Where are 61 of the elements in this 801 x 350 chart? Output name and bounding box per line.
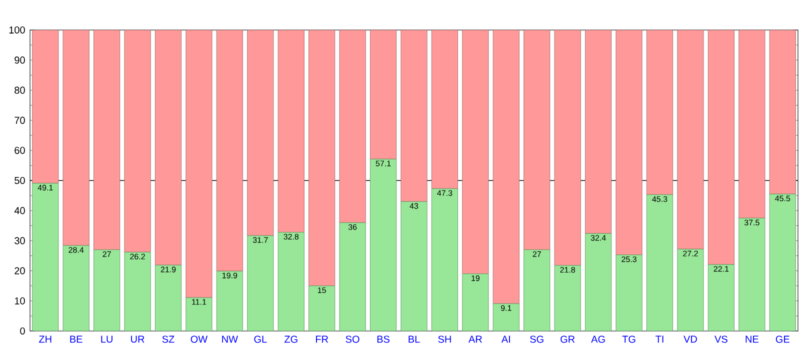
data-label: 32.8 (284, 234, 299, 240)
y-tick-label: 80 (14, 86, 25, 94)
data-label: 21.9 (160, 266, 176, 272)
x-tick-label: VS (714, 336, 728, 343)
x-tick-label: SZ (162, 336, 174, 343)
data-label: 27.2 (683, 250, 698, 256)
data-label: 22.1 (714, 266, 729, 272)
x-tick-label: SO (346, 336, 360, 343)
y-tick-label: 30 (14, 237, 25, 244)
data-label: 11.1 (192, 299, 206, 305)
data-label: 49.1 (38, 184, 53, 190)
data-label: 19.9 (222, 272, 238, 278)
x-tick-label: OW (190, 336, 208, 343)
x-tick-label: GL (254, 336, 267, 343)
x-tick-label: AR (468, 336, 482, 343)
y-tick-label: 100 (9, 26, 25, 34)
data-label: 45.3 (652, 196, 668, 202)
x-tick-label: SH (438, 336, 451, 343)
y-tick-label: 40 (14, 207, 25, 214)
y-tick-label: 70 (14, 116, 25, 124)
y-tick-label: 90 (14, 56, 25, 64)
data-label: 26.2 (130, 254, 145, 260)
data-label: 25.3 (622, 256, 636, 262)
x-tick-label: UR (131, 336, 144, 343)
x-tick-label: ZH (39, 336, 52, 343)
data-label: 28.4 (68, 247, 84, 253)
x-tick-label: BS (377, 336, 390, 343)
x-tick-label: AG (591, 336, 605, 343)
data-label: 9.1 (500, 305, 512, 311)
data-label: 43 (410, 203, 418, 209)
x-tick-label: TI (656, 336, 664, 343)
y-tick-label: 0 (20, 327, 25, 335)
data-label: 36 (348, 224, 357, 230)
y-tick-label: 10 (14, 297, 25, 304)
data-label: 19 (472, 275, 480, 282)
data-label: 37.5 (744, 220, 760, 226)
x-tick-label: TG (622, 336, 636, 343)
data-label: 31.7 (252, 237, 268, 243)
y-tick-label: 20 (14, 267, 25, 274)
data-label: 57.1 (376, 160, 391, 166)
x-tick-label: ZG (284, 336, 298, 343)
x-tick-label: GR (560, 336, 575, 343)
data-label: 45.5 (775, 196, 790, 202)
x-tick-label: BE (70, 336, 82, 343)
x-tick-label: FR (316, 336, 328, 343)
x-tick-label: NE (746, 336, 758, 343)
y-tick-label: 60 (14, 146, 25, 154)
data-label: 27 (532, 251, 541, 257)
x-tick-label: BL (408, 336, 420, 343)
data-label: 15 (318, 287, 326, 294)
x-tick-label: GE (776, 336, 790, 343)
y-tick-label: 50 (14, 176, 25, 184)
x-tick-label: SG (530, 336, 544, 343)
data-label: 47.3 (437, 190, 452, 196)
data-label: 32.4 (590, 235, 606, 241)
data-label: 21.8 (560, 266, 576, 273)
x-tick-label: NW (222, 336, 238, 343)
x-tick-label: LU (101, 336, 112, 343)
x-tick-label: VD (684, 336, 697, 343)
x-tick-label: AI (501, 336, 510, 343)
data-label: 27 (102, 251, 111, 257)
